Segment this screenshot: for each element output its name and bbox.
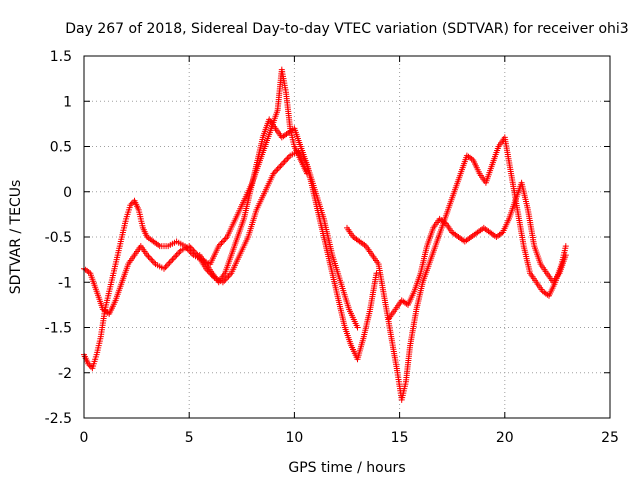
- tick-labels: 0 5 10 15 20 25 -2.5 -2 -1.5 -1 -0.5 0 0.5 1 1.5: [45, 49, 619, 446]
- y-tick-label: -2: [58, 366, 72, 382]
- data-point: [284, 155, 291, 162]
- x-tick-label: 20: [496, 430, 514, 446]
- data-point: [166, 259, 173, 266]
- y-tick-label: 1.5: [50, 49, 72, 65]
- y-tick-label: -1.5: [45, 321, 72, 337]
- data-point: [225, 273, 232, 280]
- x-tick-label: 5: [185, 430, 194, 446]
- data-point: [354, 324, 361, 331]
- axis-ticks: [83, 55, 611, 419]
- x-tick-label: 15: [391, 430, 409, 446]
- x-tick-label: 10: [285, 430, 303, 446]
- y-tick-label: -0.5: [45, 230, 72, 246]
- data-point: [187, 244, 194, 251]
- data-point: [280, 160, 287, 167]
- data-point: [285, 154, 292, 161]
- series-track: [344, 134, 569, 403]
- data-point: [281, 158, 288, 165]
- data-point: [169, 256, 176, 263]
- data-point: [190, 247, 197, 254]
- data-point: [277, 163, 284, 170]
- y-tick-label: 1: [63, 94, 72, 110]
- data-point: [278, 161, 285, 168]
- series-track: [81, 66, 310, 372]
- data-point: [170, 255, 177, 262]
- data-point: [562, 243, 569, 250]
- y-tick-label: 0.5: [50, 140, 72, 156]
- data-point: [219, 238, 226, 245]
- data-point: [148, 256, 155, 263]
- data-points: [81, 66, 569, 403]
- data-point: [168, 258, 174, 265]
- data-point: [221, 237, 228, 243]
- series-track: [196, 116, 380, 363]
- x-axis-title: GPS time / hours: [288, 460, 405, 476]
- gridlines: [84, 56, 610, 418]
- data-point: [562, 252, 569, 259]
- y-tick-label: -1: [58, 275, 72, 291]
- chart-title: Day 267 of 2018, Sidereal Day-to-day VTE…: [65, 21, 628, 37]
- data-point: [146, 255, 153, 262]
- y-tick-label: -2.5: [45, 411, 72, 427]
- data-point: [162, 264, 169, 271]
- x-tick-label: 0: [80, 430, 89, 446]
- data-point: [172, 253, 179, 260]
- data-point: [218, 240, 225, 246]
- data-point: [273, 167, 280, 174]
- data-point: [149, 258, 156, 265]
- y-axis-title: SDTVAR / TECUs: [8, 180, 24, 295]
- data-point: [151, 259, 158, 266]
- data-point: [276, 164, 282, 171]
- x-tick-label: 25: [601, 430, 619, 446]
- series-track: [81, 148, 361, 331]
- data-point: [283, 157, 289, 164]
- data-point: [176, 249, 183, 256]
- data-point: [173, 252, 180, 259]
- data-point: [274, 166, 281, 173]
- data-point: [175, 250, 181, 257]
- data-point: [191, 249, 198, 256]
- series-track: [386, 179, 569, 322]
- y-tick-label: 0: [63, 185, 72, 201]
